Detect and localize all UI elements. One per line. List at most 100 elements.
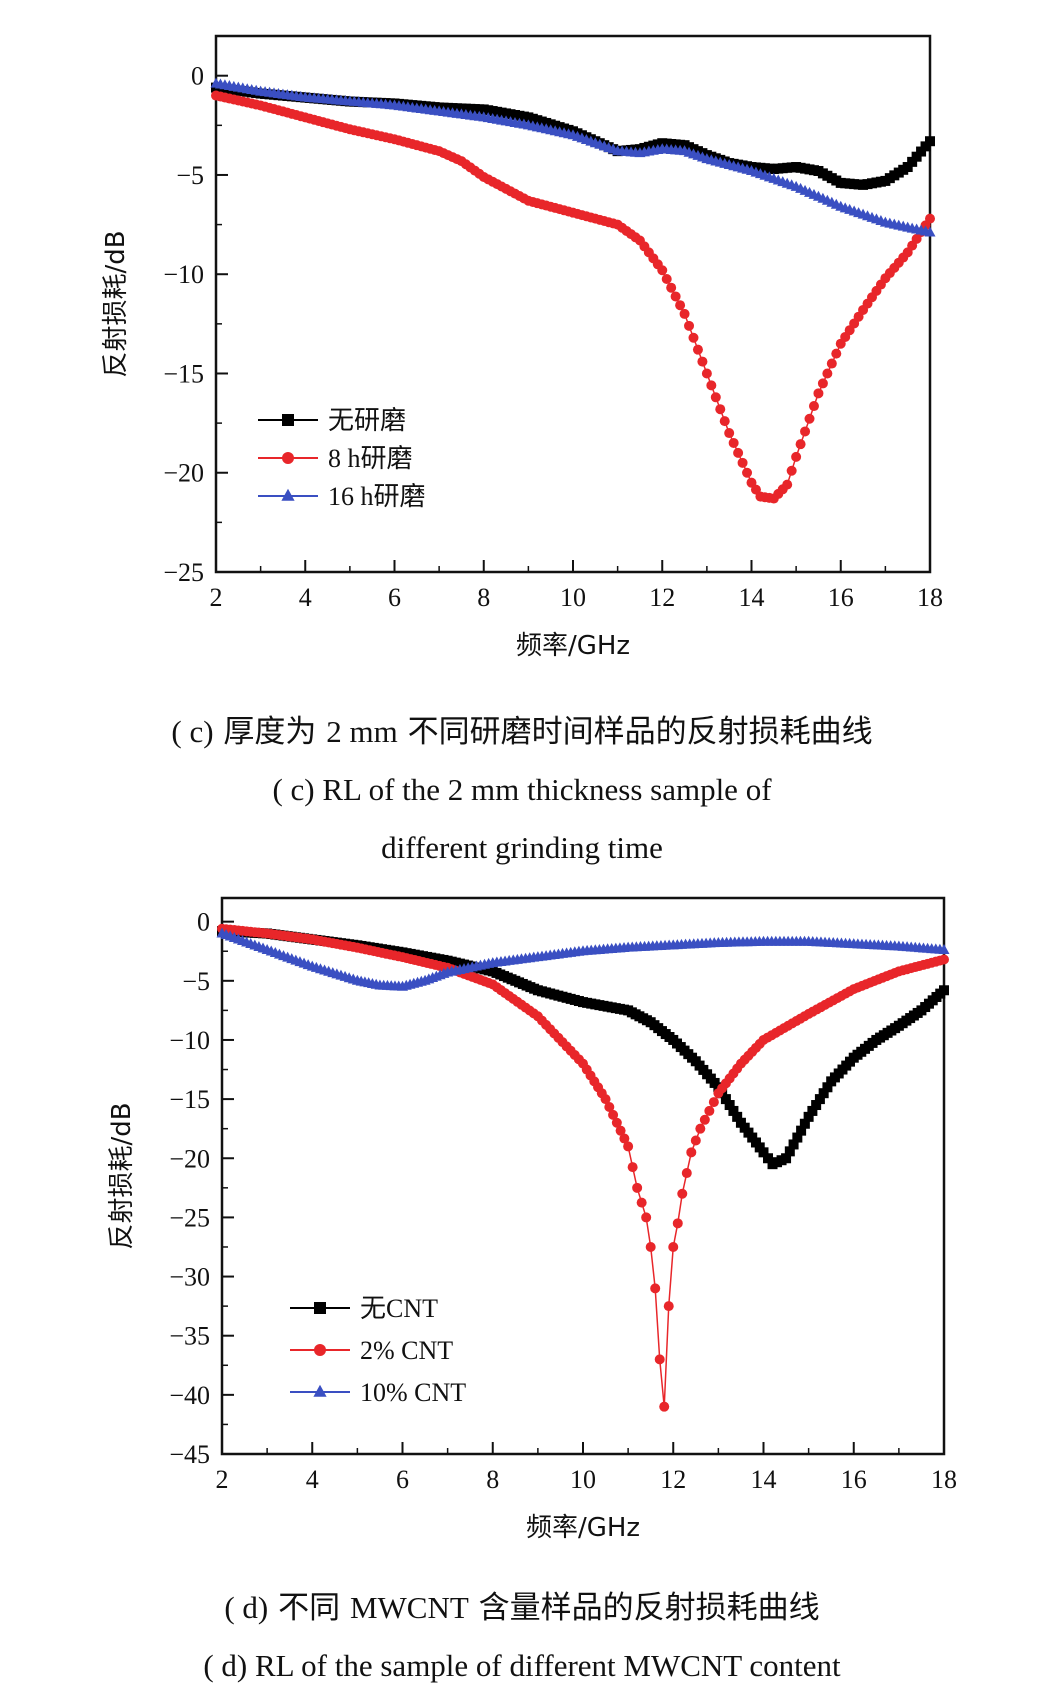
chart-c-x-tick-label: 6 — [388, 583, 401, 612]
chart-d-series-1-point — [695, 1123, 706, 1134]
chart-c-legend-marker-0 — [282, 414, 294, 426]
chart-c-series-1-point — [657, 265, 668, 276]
chart-c-series-1-point — [675, 300, 686, 311]
chart-c-legend-item-2: 16 h研磨 — [258, 482, 426, 511]
chart-d-legend-label-1: 2% CNT — [360, 1336, 453, 1365]
chart-c-y-tick-label: −25 — [163, 558, 204, 587]
chart-d-y-tick-label: −10 — [169, 1026, 210, 1055]
chart-c-series-1-point — [795, 439, 806, 450]
chart-d-legend-marker-0 — [314, 1302, 326, 1314]
chart-d-series-0-point — [732, 1111, 743, 1122]
chart-d-y-tick-label: −30 — [169, 1263, 210, 1292]
chart-d-series-0-point — [796, 1125, 807, 1136]
chart-d-series-1-point — [704, 1105, 715, 1116]
chart-c-series-1-point — [822, 368, 833, 379]
chart-c-series-1-point — [826, 358, 837, 369]
chart-d-legend-item-1: 2% CNT — [290, 1336, 453, 1365]
chart-c-series-0-point — [920, 141, 931, 152]
chart-d-y-tick-label: 0 — [197, 908, 210, 937]
chart-d-series-1-point — [600, 1094, 611, 1105]
chart-c-legend-label-1: 8 h研磨 — [328, 444, 413, 473]
chart-c-series-1-point — [719, 416, 730, 427]
chart-c-series-1-point — [831, 348, 842, 359]
chart-d-y-tick-label: −25 — [169, 1203, 210, 1232]
caption-d-en-line1: ( d) RL of the sample of different MWCNT… — [203, 1648, 841, 1683]
chart-c-legend-marker-2 — [281, 488, 295, 501]
chart-d-series-0-point — [939, 985, 949, 996]
chart-c-series-1-line — [215, 94, 931, 500]
chart-d-series-1-point — [699, 1114, 710, 1125]
chart-d-series-1-point — [604, 1101, 615, 1112]
chart-d-series-1-point — [641, 1212, 652, 1223]
chart-d-series-1-point — [690, 1135, 701, 1146]
chart-d-series-2-point — [938, 944, 950, 955]
chart-c-x-tick-label: 18 — [917, 583, 943, 612]
chart-d-series-0-point — [728, 1105, 739, 1116]
chart-d-series-1-point — [636, 1197, 647, 1208]
chart-d-series-1 — [217, 923, 949, 1412]
chart-d-series-1-point — [677, 1188, 688, 1199]
chart-c-x-tick-label: 8 — [477, 583, 490, 612]
caption-d-zh-num: MWCNT — [349, 1590, 469, 1625]
chart-d-series-1-point — [686, 1147, 697, 1158]
chart-d-x-tick-label: 8 — [486, 1465, 499, 1494]
chart-c-series-1-point — [791, 451, 802, 462]
chart-d-series-1-point — [632, 1182, 643, 1193]
chart-c-series-2-point — [924, 226, 936, 237]
chart-c-series-1-point — [670, 291, 681, 302]
chart-d-svg: 2 4 6 8 10 12 14 16 18 0 −5 −10 −15 −20 −25 −30 −35 −40 −4… — [107, 896, 957, 1543]
caption-d-zh-prefix: ( d) — [224, 1590, 269, 1625]
chart-c-y-tick-label: 0 — [191, 62, 204, 91]
caption-c-zh-num: 2 mm — [326, 714, 398, 749]
chart-d-series-0-point — [784, 1146, 795, 1157]
chart-c-series-1-point — [742, 467, 753, 478]
chart-c-series-1-point — [804, 413, 815, 424]
chart-d-series-0 — [217, 926, 949, 1170]
chart-d-series-0-point — [792, 1132, 803, 1143]
chart-c: 2 4 6 8 10 12 14 16 18 0 −5 −10 −15 −20 −25 频率/GHz 反射损耗/… — [0, 0, 1044, 700]
chart-c-series-1-point — [679, 308, 690, 319]
chart-d-series-1-point — [627, 1162, 638, 1173]
chart-d-x-tick-label: 10 — [570, 1465, 596, 1494]
chart-c-series-1-point — [925, 213, 935, 224]
chart-c-series-1-point — [715, 404, 726, 415]
chart-c-frame — [214, 34, 932, 574]
chart-c-series-1-point — [666, 282, 677, 293]
chart-d-series-2 — [216, 927, 950, 991]
chart-c-series-0-point — [902, 162, 913, 173]
chart-d-series-0-point — [822, 1082, 833, 1093]
chart-d-series-1-point — [611, 1117, 622, 1128]
chart-d-legend-item-0: 无CNT — [290, 1294, 438, 1323]
chart-c-series-0-point — [907, 156, 918, 167]
chart-c-series-1-point — [701, 368, 712, 379]
chart-c-legend-item-1: 8 h研磨 — [258, 444, 413, 473]
chart-c-svg: 2 4 6 8 10 12 14 16 18 0 −5 −10 −15 −20 −25 频率/GHz 反射损耗/… — [101, 34, 943, 661]
chart-c-series-1-point — [661, 273, 672, 284]
chart-d-series-0-line — [221, 930, 945, 1166]
chart-c-x-tick-label: 16 — [828, 583, 854, 612]
chart-c-series-0-point — [916, 146, 927, 157]
chart-d-series-1-point — [668, 1241, 679, 1252]
caption-c-en-line2: different grinding time — [381, 830, 663, 865]
chart-c-x-tick-label: 10 — [560, 583, 586, 612]
chart-c-series-1-point — [782, 479, 793, 490]
chart-c-y-axis-label: 反射损耗/dB — [101, 230, 131, 377]
caption-c-zh-a: 厚度为 — [223, 714, 317, 750]
chart-c-series-1-point — [800, 426, 811, 437]
chart-c-series-1-point — [684, 320, 695, 331]
caption-d-zh-a: 不同 — [278, 1590, 341, 1626]
chart-d-y-tick-label: −35 — [169, 1322, 210, 1351]
chart-d-y-tick-label: −20 — [169, 1144, 210, 1173]
chart-c-x-tick-label: 12 — [649, 583, 675, 612]
chart-d-y-tick-label: −40 — [169, 1381, 210, 1410]
chart-d-series-0-point — [763, 1153, 774, 1164]
caption-d-zh-b: 含量样品的反射损耗曲线 — [478, 1590, 820, 1626]
chart-c-series-2 — [210, 77, 936, 237]
chart-c-series-1 — [211, 90, 935, 504]
chart-c-series-1-point — [733, 447, 744, 458]
chart-d-series-1-point — [659, 1401, 670, 1412]
chart-d-series-1-point — [939, 954, 949, 965]
chart-d-series-0-point — [818, 1088, 829, 1099]
chart-c-legend-item-0: 无研磨 — [258, 406, 406, 435]
chart-d-series-0-point — [803, 1111, 814, 1122]
